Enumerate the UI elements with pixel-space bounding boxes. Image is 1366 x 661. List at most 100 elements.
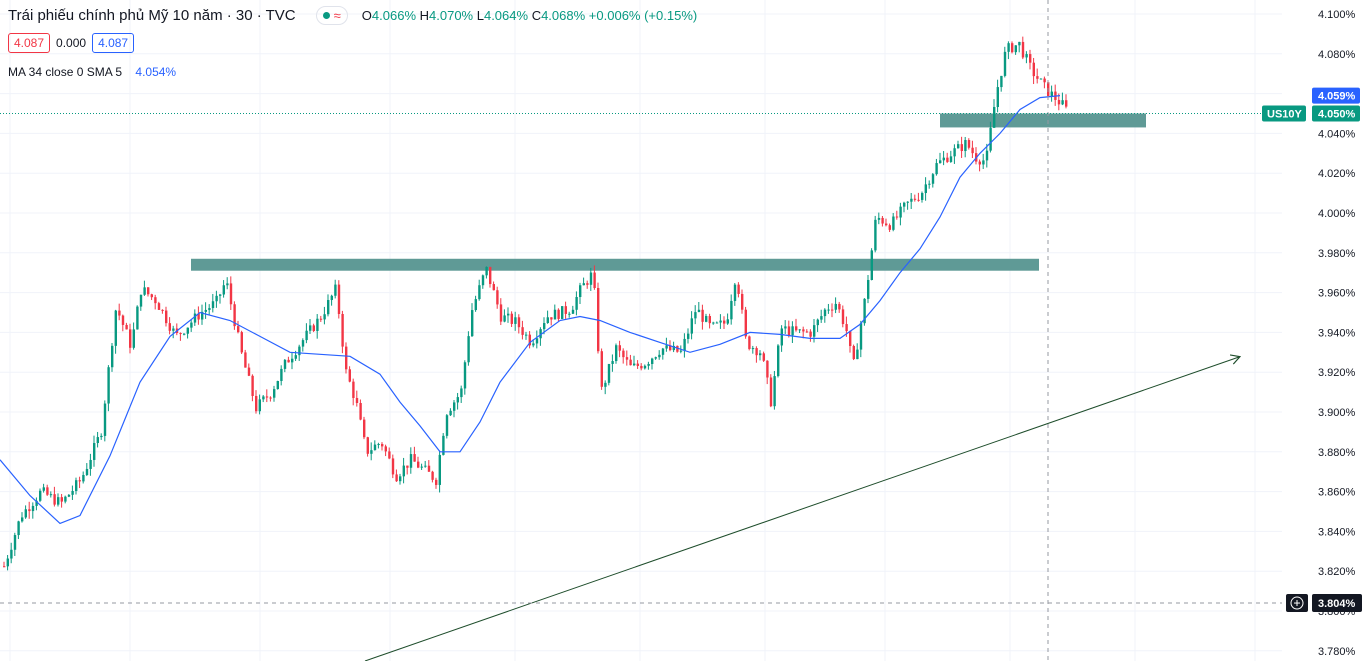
candle-body (705, 316, 708, 322)
indicator-legend[interactable]: MA 34 close 0 SMA 5 4.054% (8, 65, 176, 79)
candle-body (460, 388, 463, 398)
candle-body (744, 309, 747, 337)
candlestick-series (3, 36, 1068, 571)
candle-body (935, 163, 938, 175)
trend-line (364, 357, 1239, 661)
bid-ask-row: 4.087 0.000 4.087 (8, 33, 135, 53)
status-pill[interactable]: ≈ (315, 6, 348, 25)
candle-body (417, 461, 420, 468)
candle-body (521, 327, 524, 335)
candle-body (1050, 91, 1053, 97)
candle-body (791, 326, 794, 336)
candle-body (676, 345, 679, 352)
candle-body (157, 303, 161, 310)
candle-body (798, 329, 801, 331)
candle-body (28, 509, 31, 512)
candle-body (348, 369, 351, 382)
chart-overlays (0, 0, 1282, 661)
candle-body (60, 497, 63, 502)
candle-body (165, 310, 168, 324)
candle-body (949, 156, 953, 162)
candle-body (64, 496, 67, 502)
candle-body (309, 325, 312, 331)
sell-price-button[interactable]: 4.087 (8, 33, 51, 53)
chart-grid (0, 0, 1282, 661)
candle-body (701, 309, 704, 322)
buy-price-button[interactable]: 4.087 (92, 33, 135, 53)
candle-body (568, 313, 571, 315)
candle-body (730, 300, 733, 320)
price-tick-label: 4.040% (1318, 128, 1356, 140)
candle-body (147, 287, 150, 295)
candle-body (874, 219, 877, 251)
candle-body (291, 358, 294, 363)
candle-body (787, 326, 791, 336)
candle-body (204, 309, 207, 312)
candle-body (917, 199, 920, 201)
candle-body (305, 330, 308, 341)
candle-body (510, 313, 513, 324)
plus-circle-icon (1290, 596, 1304, 610)
candle-body (820, 316, 823, 320)
symbol-title[interactable]: Trái phiếu chính phủ Mỹ 10 năm · 30 · TV… (8, 7, 296, 24)
indicator-label: MA 34 close 0 SMA 5 (8, 65, 123, 79)
candle-body (42, 487, 45, 491)
candle-body (237, 326, 240, 333)
candle-body (856, 349, 859, 360)
candle-body (132, 329, 135, 348)
candle-body (993, 107, 996, 128)
candle-body (75, 480, 78, 491)
candle-body (892, 216, 895, 230)
candle-body (388, 451, 391, 459)
candle-body (395, 474, 398, 482)
candle-body (233, 304, 236, 327)
candle-body (226, 283, 229, 286)
candle-body (294, 355, 297, 359)
candle-body (561, 306, 564, 319)
candle-body (669, 345, 672, 351)
candle-body (125, 324, 128, 330)
candle-body (129, 329, 132, 348)
candle-body (593, 272, 596, 289)
candle-body (615, 345, 618, 362)
candle-body (647, 363, 650, 366)
candle-body (910, 198, 913, 202)
ma-price-badge-label: 4.059% (1318, 91, 1356, 103)
candle-body (690, 318, 693, 334)
candle-body (877, 217, 881, 220)
candle-body (784, 326, 787, 329)
candle-body (82, 474, 85, 482)
candle-body (719, 320, 722, 323)
candle-body (654, 357, 657, 359)
candle-body (586, 283, 589, 285)
candle-body (769, 377, 773, 407)
candle-body (283, 359, 287, 369)
candle-body (85, 468, 89, 475)
candle-body (726, 319, 729, 324)
candle-body (795, 326, 798, 331)
candle-body (359, 402, 362, 420)
market-status-icon (322, 12, 330, 19)
resistance-zone (940, 113, 1146, 128)
approx-icon: ≈ (333, 8, 341, 23)
candle-body (172, 328, 175, 331)
candle-body (535, 338, 539, 344)
candle-body (802, 329, 805, 332)
candle-body (845, 324, 848, 332)
candle-body (924, 184, 927, 194)
candle-body (582, 283, 585, 286)
candle-body (201, 311, 204, 320)
candle-body (888, 225, 891, 230)
candle-body (967, 140, 971, 148)
candle-body (906, 201, 909, 203)
candle-body (841, 309, 845, 325)
candle-body (46, 487, 49, 495)
candle-body (499, 304, 503, 322)
candle-body (377, 444, 380, 446)
candle-body (355, 397, 359, 403)
price-tick-label: 3.940% (1318, 327, 1356, 339)
current-price-badge-label: 4.050% (1318, 109, 1356, 121)
candle-body (1029, 54, 1032, 63)
candle-body (453, 402, 456, 411)
